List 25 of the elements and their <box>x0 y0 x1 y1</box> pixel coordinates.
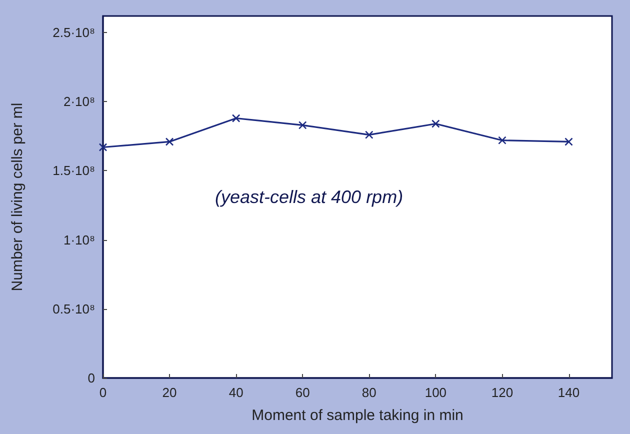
x-tick-label: 80 <box>362 385 376 400</box>
x-tick-label: 20 <box>162 385 177 400</box>
point <box>98 143 108 152</box>
point <box>298 121 307 130</box>
x-tick-label: 140 <box>558 385 580 400</box>
annotation: (yeast-cells at 400 rpm) <box>215 187 404 207</box>
y-tick-label: 0.5·10⁸ <box>52 301 95 316</box>
y-tick-label: 0 <box>88 370 95 386</box>
y-axis-title: Number of living cells per ml <box>9 102 26 292</box>
point <box>498 136 506 144</box>
point <box>564 138 573 146</box>
y-tick-label: 1.5·10⁸ <box>52 163 95 178</box>
point <box>165 138 174 146</box>
x-tick-label: 120 <box>491 385 514 400</box>
point <box>364 130 374 139</box>
point <box>232 114 240 122</box>
x-tick-label: 100 <box>424 385 447 400</box>
y-tick-label: 2·10⁸ <box>63 94 95 110</box>
y-tick-label: 1·10⁸ <box>63 232 95 248</box>
x-tick-label: 60 <box>295 385 310 400</box>
point <box>432 120 440 128</box>
x-tick-label: 40 <box>228 385 244 400</box>
x-tick-label: 0 <box>99 385 107 400</box>
x-axis-title: Moment of sample taking in min <box>252 407 464 424</box>
y-tick-label: 2.5·10⁸ <box>52 25 95 40</box>
